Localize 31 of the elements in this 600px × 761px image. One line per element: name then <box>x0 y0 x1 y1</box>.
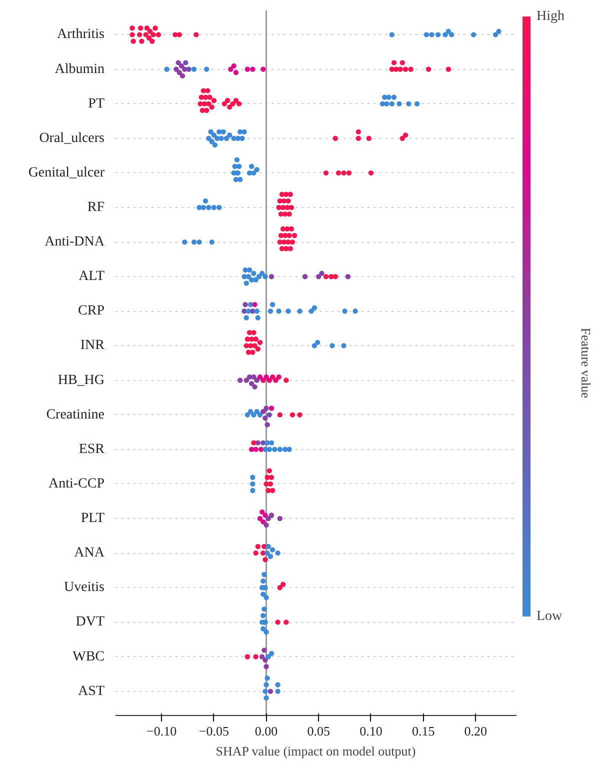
color-bar-label: High <box>536 9 564 24</box>
x-tick-label: 0.00 <box>254 724 278 738</box>
color-bar-label: Low <box>536 609 564 624</box>
y-tick-label: Arthritis <box>57 27 105 42</box>
y-tick-label: Albumin <box>54 62 104 77</box>
y-tick-label: Anti-CCP <box>48 476 105 492</box>
y-tick-label: HB_HG <box>58 372 105 388</box>
y-tick-label: Uveitis <box>64 580 105 596</box>
y-tick-label: Anti-DNA <box>44 234 106 250</box>
y-tick-label: AST <box>78 684 105 699</box>
y-tick-label: ANA <box>74 546 106 561</box>
x-tick-label: 0.05 <box>307 724 330 738</box>
x-axis-title: SHAP value (impact on model output) <box>216 744 416 758</box>
x-tick-label: −0.05 <box>198 724 229 738</box>
y-tick-label: PT <box>88 96 105 112</box>
y-tick-label: Genital_ulcer <box>28 165 105 180</box>
y-tick-label: Oral_ulcers <box>39 130 105 146</box>
y-tick-label: WBC <box>72 649 104 664</box>
y-tick-label: ALT <box>78 269 105 284</box>
x-tick-label: 0.20 <box>464 724 488 738</box>
y-tick-label: ESR <box>78 442 106 457</box>
y-tick-label: INR <box>80 338 106 354</box>
x-tick-label: 0.10 <box>360 724 382 738</box>
x-tick-label: −0.10 <box>146 724 177 738</box>
y-tick-label: PLT <box>80 511 105 526</box>
color-bar-title: Feature value <box>578 328 594 398</box>
y-tick-label: Creatinine <box>46 407 104 422</box>
y-tick-label: CRP <box>78 304 105 319</box>
y-tick-label: RF <box>87 200 105 215</box>
y-tick-label: DVT <box>76 614 105 630</box>
x-tick-label: 0.15 <box>412 724 435 738</box>
